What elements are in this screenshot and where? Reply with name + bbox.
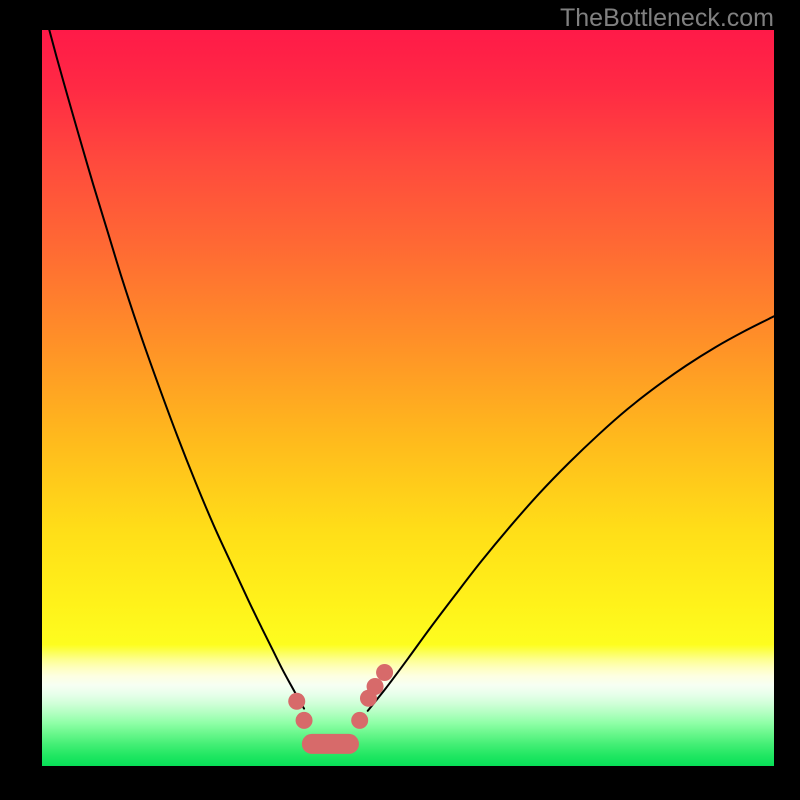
watermark-text: TheBottleneck.com xyxy=(560,4,774,33)
valley-dot xyxy=(288,693,305,710)
valley-dot xyxy=(296,712,313,729)
valley-dot xyxy=(351,712,368,729)
valley-bar xyxy=(302,734,359,754)
valley-dot xyxy=(376,664,393,681)
gradient-background xyxy=(42,30,774,766)
valley-dot xyxy=(367,678,384,695)
bottleneck-curve-chart xyxy=(42,30,774,766)
